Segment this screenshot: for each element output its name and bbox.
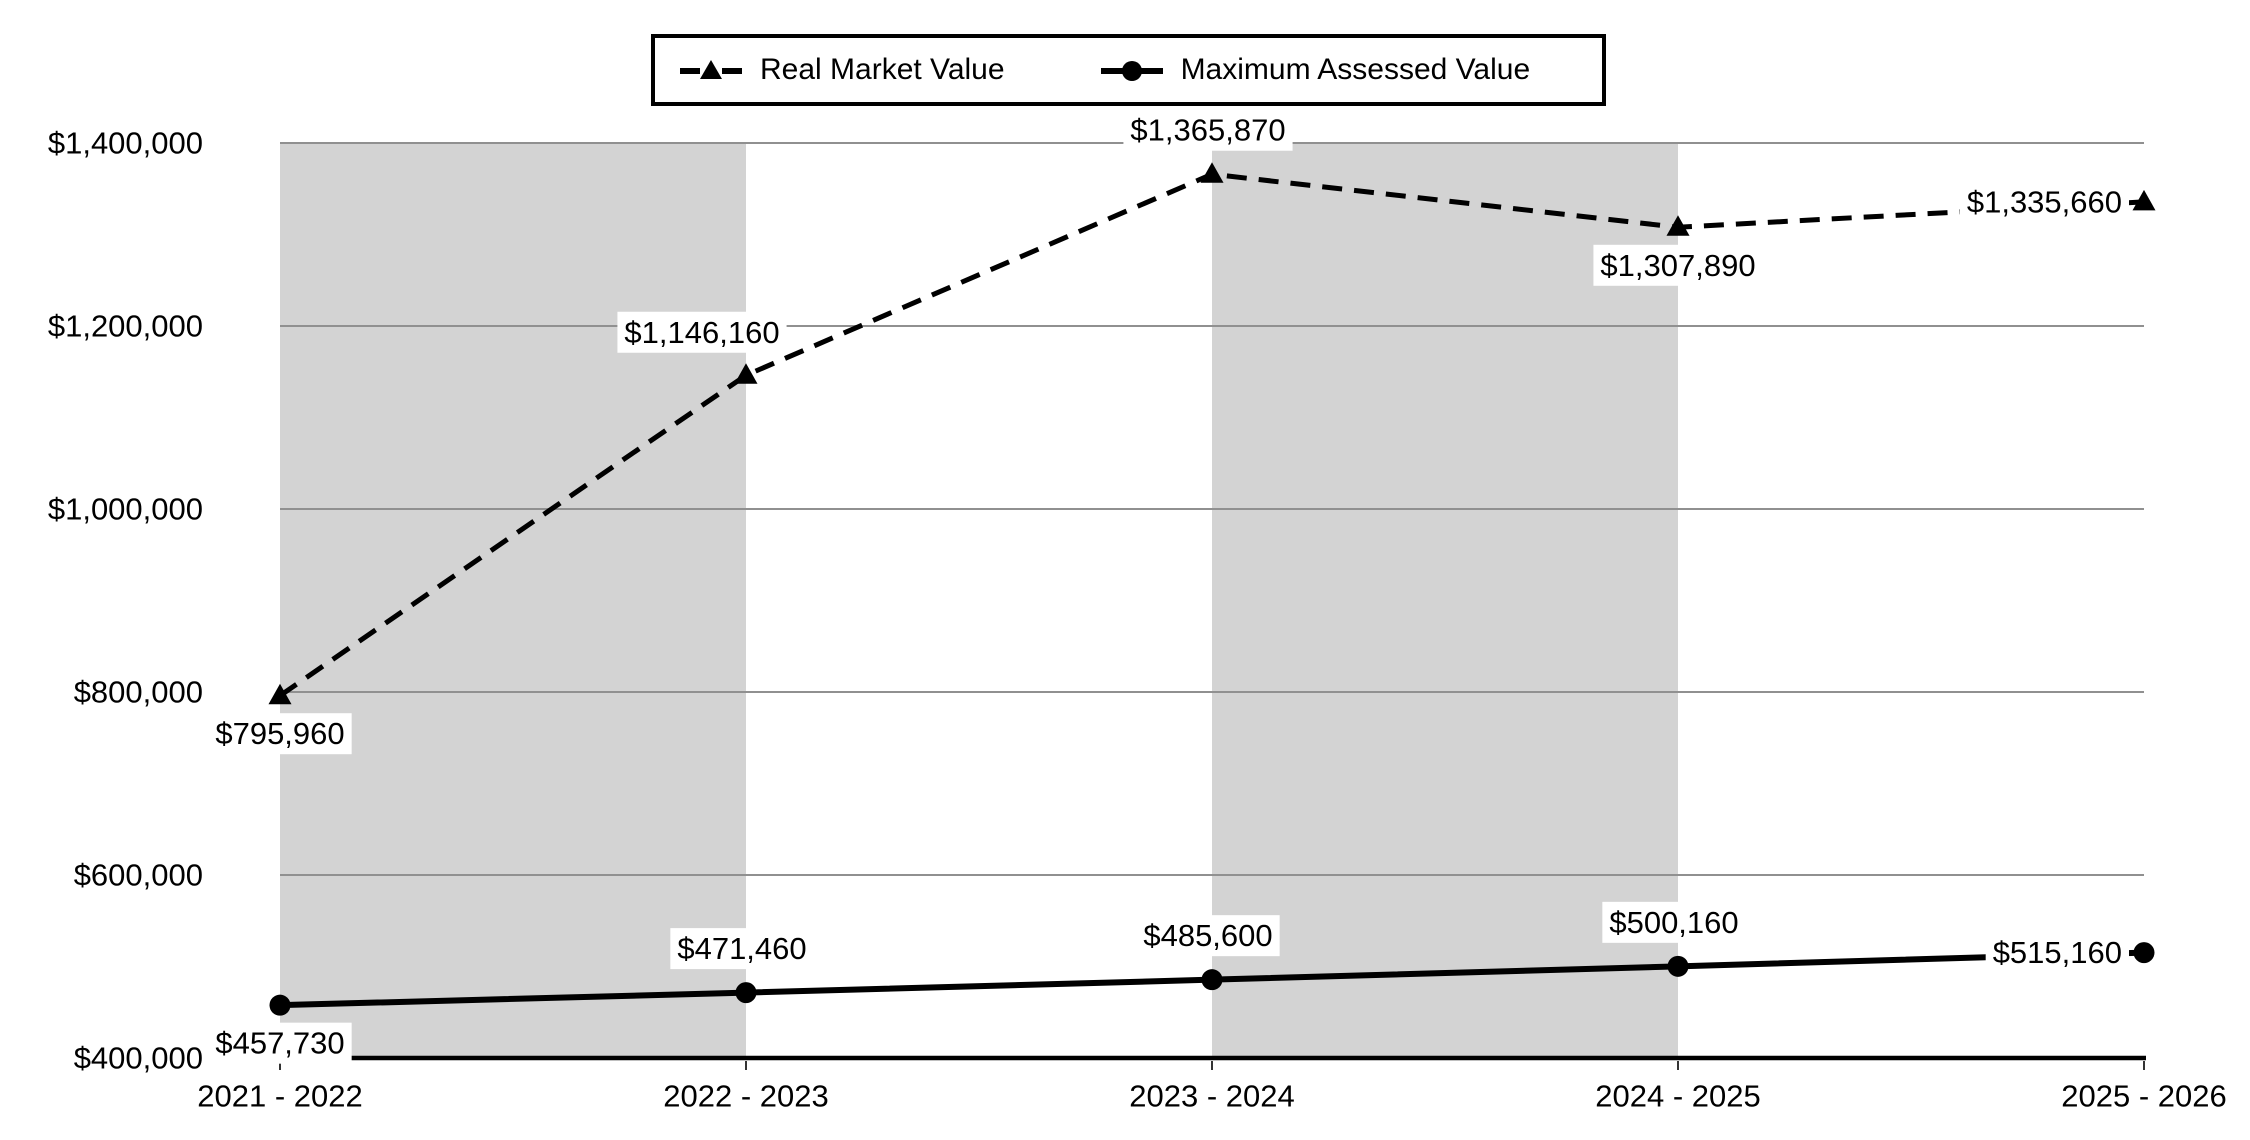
circle-marker [1201, 969, 1223, 991]
x-axis-tick-label: 2021 - 2022 [197, 1079, 362, 1114]
triangle-marker [268, 683, 292, 705]
data-label: $1,307,890 [1600, 248, 1755, 283]
circle-marker [2133, 942, 2155, 964]
data-label-background [208, 713, 352, 755]
data-label: $515,160 [1993, 935, 2122, 970]
data-label-background [208, 1022, 352, 1064]
data-label: $500,160 [1609, 905, 1738, 940]
legend-item-maximum-assessed-value: Maximum Assessed Value [1100, 53, 1531, 87]
data-label-background [1985, 932, 2129, 974]
circle-marker [269, 994, 291, 1016]
triangle-marker [1200, 162, 1224, 183]
dashed-line-triangle-marker-icon [680, 60, 742, 79]
data-label: $1,365,870 [1130, 113, 1285, 148]
data-label-background [617, 311, 787, 353]
shaded-column-band [1212, 143, 1678, 1058]
x-axis-tick-label: 2024 - 2025 [1595, 1079, 1760, 1114]
data-label: $795,960 [215, 716, 344, 751]
chart-legend: Real Market Value Maximum Assessed Value [651, 34, 1606, 106]
triangle-marker [734, 363, 758, 384]
data-label-background [1136, 915, 1280, 957]
legend-label-real-market-value: Real Market Value [760, 53, 1005, 86]
y-axis-tick-label: $1,400,000 [48, 126, 203, 161]
y-axis-tick-label: $1,000,000 [48, 492, 203, 527]
legend-label-maximum-assessed-value: Maximum Assessed Value [1180, 53, 1531, 86]
data-label: $457,730 [215, 1026, 344, 1061]
data-label-background [1602, 901, 1746, 943]
y-axis-tick-label: $800,000 [74, 675, 203, 710]
triangle-marker [2132, 189, 2156, 211]
circle-marker [1667, 955, 1689, 977]
data-label-background [1959, 181, 2129, 223]
data-label: $485,600 [1143, 918, 1272, 953]
data-label-background [670, 928, 814, 970]
data-label: $1,335,660 [1967, 184, 2122, 219]
data-label-background [1593, 244, 1763, 286]
x-axis-tick-label: 2025 - 2026 [2061, 1079, 2226, 1114]
data-label: $1,146,160 [624, 315, 779, 350]
y-axis-tick-label: $1,200,000 [48, 309, 203, 344]
x-axis-tick-label: 2023 - 2024 [1129, 1079, 1294, 1114]
legend-item-real-market-value: Real Market Value [679, 53, 1005, 87]
x-axis-tick-label: 2022 - 2023 [663, 1079, 828, 1114]
data-label: $471,460 [677, 931, 806, 966]
y-axis-tick-label: $600,000 [74, 858, 203, 893]
shaded-column-band [280, 143, 746, 1058]
triangle-marker [1666, 215, 1690, 236]
circle-marker [735, 982, 757, 1004]
data-label-background [1123, 109, 1293, 151]
y-axis-tick-label: $400,000 [74, 1041, 203, 1076]
solid-line-circle-marker-icon [1100, 61, 1163, 81]
